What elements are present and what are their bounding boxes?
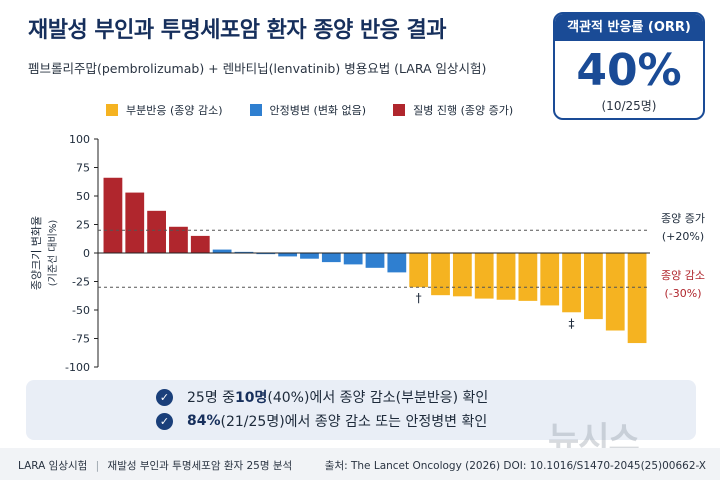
summary-line1-em: 10명 <box>235 390 268 406</box>
summary-line2-post: (21/25명)에서 종양 감소 또는 안정병변 확인 <box>220 414 488 430</box>
bar-patient-25 <box>627 253 647 344</box>
bar-patient-5 <box>190 235 210 253</box>
legend-item-progression: 질병 진행 (종양 증가) <box>393 102 513 118</box>
bar-patient-20 <box>518 253 538 301</box>
bar-patient-4 <box>169 226 188 253</box>
bar-patient-16 <box>431 253 450 296</box>
orr-detail: (10/25명) <box>601 99 657 113</box>
legend-item-stable: 안정병변 (변화 없음) <box>249 102 367 118</box>
bar-marker: ‡ <box>569 316 575 330</box>
bar-patient-11 <box>321 253 341 263</box>
y-tick-label: 25 <box>76 219 90 232</box>
bar-patient-6 <box>212 249 232 253</box>
bar-patient-19 <box>496 253 516 300</box>
orr-value: 40% <box>576 45 682 96</box>
bar-patient-12 <box>343 253 363 265</box>
y-tick-label: 100 <box>69 133 90 146</box>
bar-patient-10 <box>300 253 319 259</box>
y-axis-title: 종양크기 변화율 <box>30 216 43 290</box>
bar-marker: † <box>416 291 422 305</box>
bar-patient-15 <box>409 253 429 288</box>
y-tick-label: 0 <box>83 247 90 260</box>
summary-line1-pre: 25명 중 <box>187 390 236 406</box>
legend-label-stable: 안정병변 (변화 없음) <box>269 104 367 117</box>
reference-label-1: 종양 증가 <box>661 212 705 225</box>
reference-sublabel-1: (+20%) <box>662 230 704 243</box>
legend-swatch-stable <box>249 104 262 116</box>
waterfall-chart: 100 75 50 25 0 -25 -50 -75 -100 종양크기 변화율 (기준선 대비%)… <box>30 133 705 374</box>
bar-patient-3 <box>147 210 166 253</box>
bar-patient-9 <box>278 253 298 257</box>
y-tick-label: -100 <box>65 361 90 374</box>
footer-study-name: LARA 임상시험 <box>18 460 88 472</box>
footer: LARA 임상시험 | 재발성 부인과 투명세포암 환자 25명 분석 출처: … <box>0 448 720 480</box>
y-axis-subtitle: (기준선 대비%) <box>47 220 59 287</box>
page-title: 재발성 부인과 투명세포암 환자 종양 반응 결과 <box>28 18 447 43</box>
chart-legend: 부분반응 (종양 감소) 안정병변 (변화 없음) 질병 진행 (종양 증가) <box>106 102 540 118</box>
orr-label: 객관적 반응률 (ORR) <box>555 14 703 41</box>
summary-row-disease-control: ✓ 84% (21/25명)에서 종양 감소 또는 안정병변 확인 <box>156 409 696 433</box>
summary-line2-em: 84% <box>187 413 221 429</box>
footer-study: LARA 임상시험 | 재발성 부인과 투명세포암 환자 25명 분석 <box>18 458 292 473</box>
bar-patient-18 <box>474 253 494 299</box>
bar-patient-2 <box>125 192 145 253</box>
bar-patient-22 <box>562 253 581 313</box>
y-tick-label: -75 <box>72 333 90 346</box>
bar-patient-7 <box>234 251 254 253</box>
bar-patient-8 <box>256 253 276 255</box>
summary-row-partial-response: ✓ 25명 중 10명 (40%)에서 종양 감소(부분반응) 확인 <box>156 385 696 409</box>
y-tick-label: 75 <box>76 162 90 175</box>
legend-label-partial-response: 부분반응 (종양 감소) <box>126 104 223 117</box>
bar-patient-17 <box>452 253 472 297</box>
legend-item-partial-response: 부분반응 (종양 감소) <box>106 102 223 118</box>
check-circle-icon: ✓ <box>156 412 173 430</box>
footer-study-desc: 재발성 부인과 투명세포암 환자 25명 분석 <box>107 460 293 472</box>
footer-separator: | <box>95 460 100 472</box>
summary-panel: ✓ 25명 중 10명 (40%)에서 종양 감소(부분반응) 확인 ✓ 84%… <box>26 380 696 440</box>
legend-swatch-progression <box>393 104 406 116</box>
bar-patient-21 <box>540 253 560 306</box>
y-tick-label: -50 <box>72 304 90 317</box>
legend-swatch-partial-response <box>106 104 118 116</box>
reference-label-2: 종양 감소 <box>661 269 705 282</box>
legend-label-progression: 질병 진행 (종양 증가) <box>413 104 514 117</box>
bar-patient-23 <box>584 253 603 320</box>
bar-patient-24 <box>605 253 625 331</box>
y-tick-label: -25 <box>72 276 90 289</box>
y-tick-label: 50 <box>76 190 90 203</box>
bar-patient-13 <box>365 253 385 268</box>
page-subtitle: 펨브롤리주맙(pembrolizumab) + 렌바티닙(lenvatinib)… <box>28 61 487 76</box>
reference-sublabel-2: (-30%) <box>664 287 701 300</box>
summary-line1-post: (40%)에서 종양 감소(부분반응) 확인 <box>267 390 489 406</box>
bar-patient-1 <box>103 177 123 253</box>
footer-source: 출처: The Lancet Oncology (2026) DOI: 10.1… <box>324 460 706 472</box>
check-circle-icon: ✓ <box>156 388 173 406</box>
orr-panel: 객관적 반응률 (ORR) 40% (10/25명) <box>553 12 705 120</box>
bar-patient-14 <box>387 253 407 273</box>
